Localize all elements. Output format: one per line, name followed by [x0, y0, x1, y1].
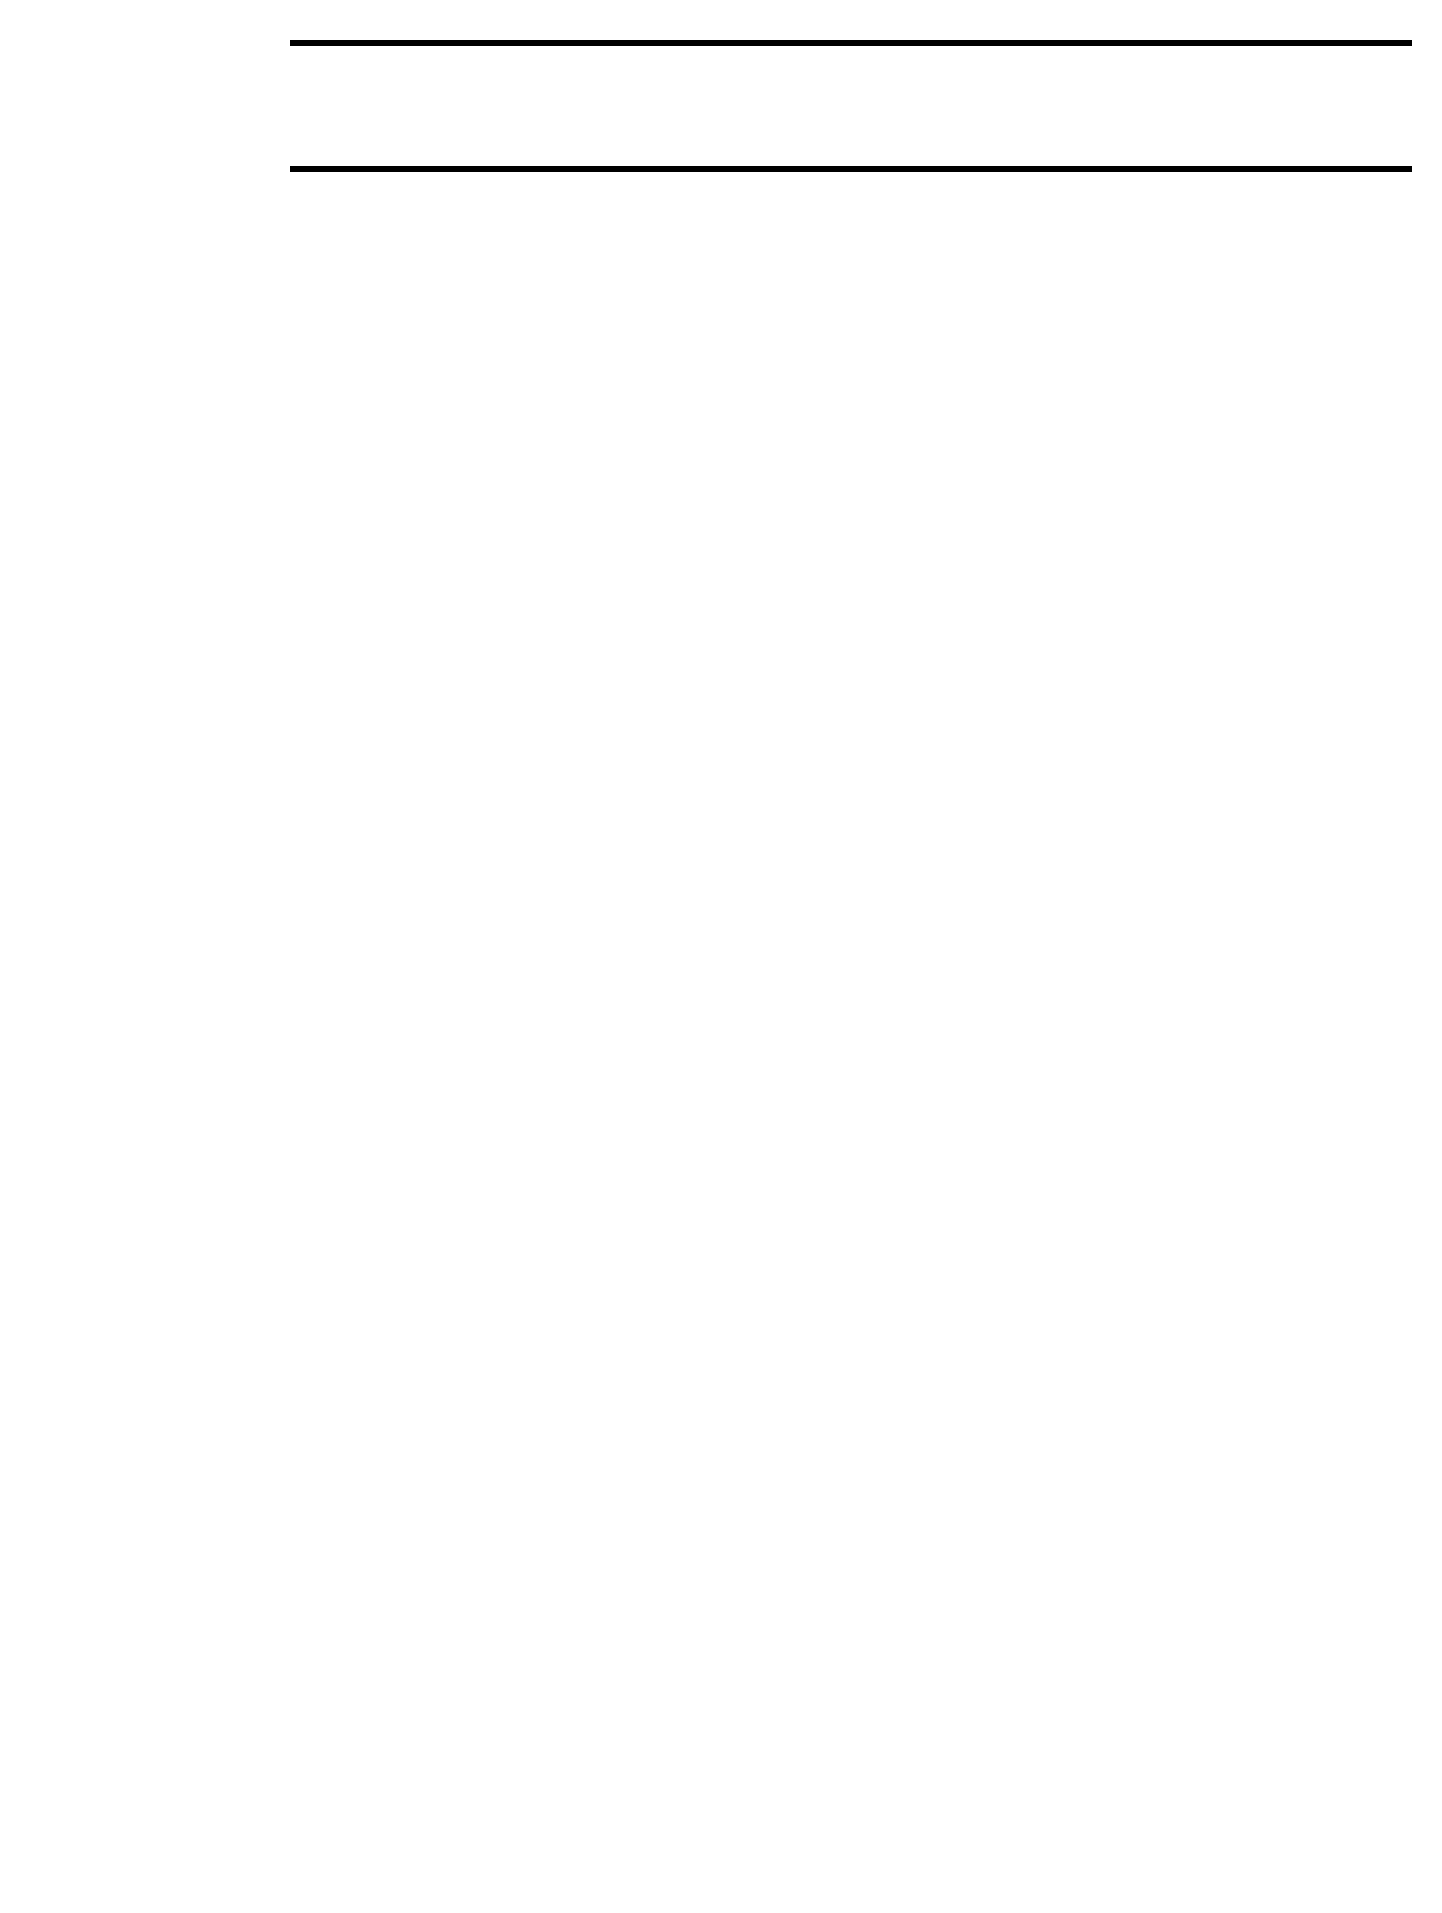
panel-b — [30, 166, 1412, 172]
panel-a-plot-area — [290, 40, 1412, 46]
panel-b-plot-area — [290, 166, 1412, 172]
panel-b-chart — [290, 166, 1412, 172]
panel-a — [30, 40, 1412, 46]
panel-a-chart — [290, 40, 1412, 46]
